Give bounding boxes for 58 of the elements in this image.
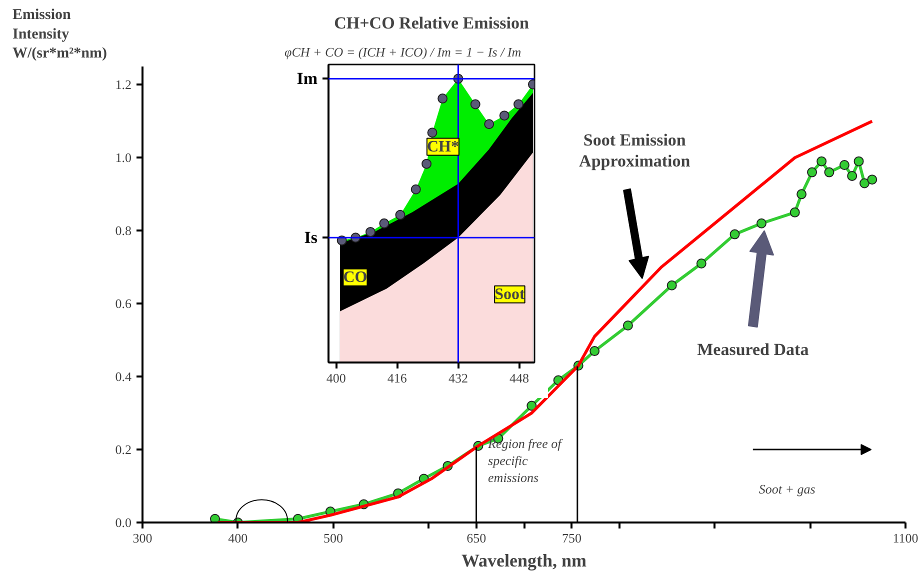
point bbox=[859, 178, 870, 188]
chart-title: CH+CO Relative Emission bbox=[334, 14, 530, 32]
point bbox=[816, 156, 827, 166]
x-axis-title: Wavelength, nm bbox=[461, 550, 587, 570]
point bbox=[790, 207, 800, 218]
x-tick-label: 448 bbox=[509, 370, 529, 386]
point bbox=[807, 167, 818, 178]
x-tick-label: 400 bbox=[228, 530, 248, 546]
point bbox=[438, 94, 448, 104]
point bbox=[210, 514, 220, 522]
annotation: CH* bbox=[426, 138, 459, 156]
y-tick-label: 0.4 bbox=[115, 369, 132, 384]
point bbox=[796, 189, 807, 200]
x-tick-label: 300 bbox=[132, 530, 152, 546]
point bbox=[484, 119, 494, 130]
y-axis-title: Emission Intensity W/(sr*m²*nm) bbox=[12, 7, 107, 62]
y-tick-label: 0.2 bbox=[115, 442, 132, 458]
point bbox=[365, 226, 376, 237]
ref-line-label: Im bbox=[296, 69, 318, 88]
annotation: CO bbox=[343, 268, 368, 286]
chart-subtitle: φCH + CO = (ICH + ICO) / Im = 1 − Is / Im bbox=[284, 44, 522, 60]
x-tick-label: 750 bbox=[562, 530, 582, 546]
annotation: Soot Emission Approximation bbox=[579, 130, 691, 170]
point bbox=[513, 99, 524, 110]
point bbox=[427, 128, 438, 138]
point bbox=[410, 184, 421, 194]
point bbox=[666, 280, 677, 290]
x-tick-label: 500 bbox=[324, 530, 343, 546]
x-tick-label: 400 bbox=[326, 370, 346, 386]
point bbox=[867, 174, 878, 185]
point bbox=[590, 346, 600, 356]
point bbox=[379, 218, 390, 228]
x-tick-label: 650 bbox=[466, 530, 486, 546]
point bbox=[395, 210, 406, 220]
point bbox=[847, 170, 858, 181]
y-tick-label: 0.6 bbox=[115, 296, 132, 312]
point bbox=[730, 229, 740, 240]
annotation: Soot + gas bbox=[758, 481, 816, 496]
annotation: Measured Data bbox=[697, 340, 810, 360]
x-tick-label: 1100 bbox=[892, 530, 918, 546]
point bbox=[422, 158, 432, 169]
point bbox=[839, 160, 850, 170]
y-tick-label: 0.0 bbox=[115, 515, 132, 530]
point bbox=[824, 167, 834, 178]
point bbox=[696, 258, 706, 268]
point bbox=[499, 110, 510, 121]
ref-line-label: Is bbox=[304, 228, 318, 248]
y-tick-label: 1.0 bbox=[115, 150, 132, 166]
x-tick-label: 432 bbox=[448, 370, 468, 386]
annotation: Region free of specific emissions bbox=[487, 436, 564, 485]
y-tick-label: 0.8 bbox=[115, 223, 132, 238]
point bbox=[622, 320, 633, 330]
y-tick-label: 1.2 bbox=[115, 77, 132, 92]
point bbox=[756, 218, 766, 228]
point bbox=[526, 400, 537, 411]
x-tick-label: 416 bbox=[387, 370, 408, 386]
point bbox=[854, 156, 864, 166]
point bbox=[470, 99, 480, 110]
